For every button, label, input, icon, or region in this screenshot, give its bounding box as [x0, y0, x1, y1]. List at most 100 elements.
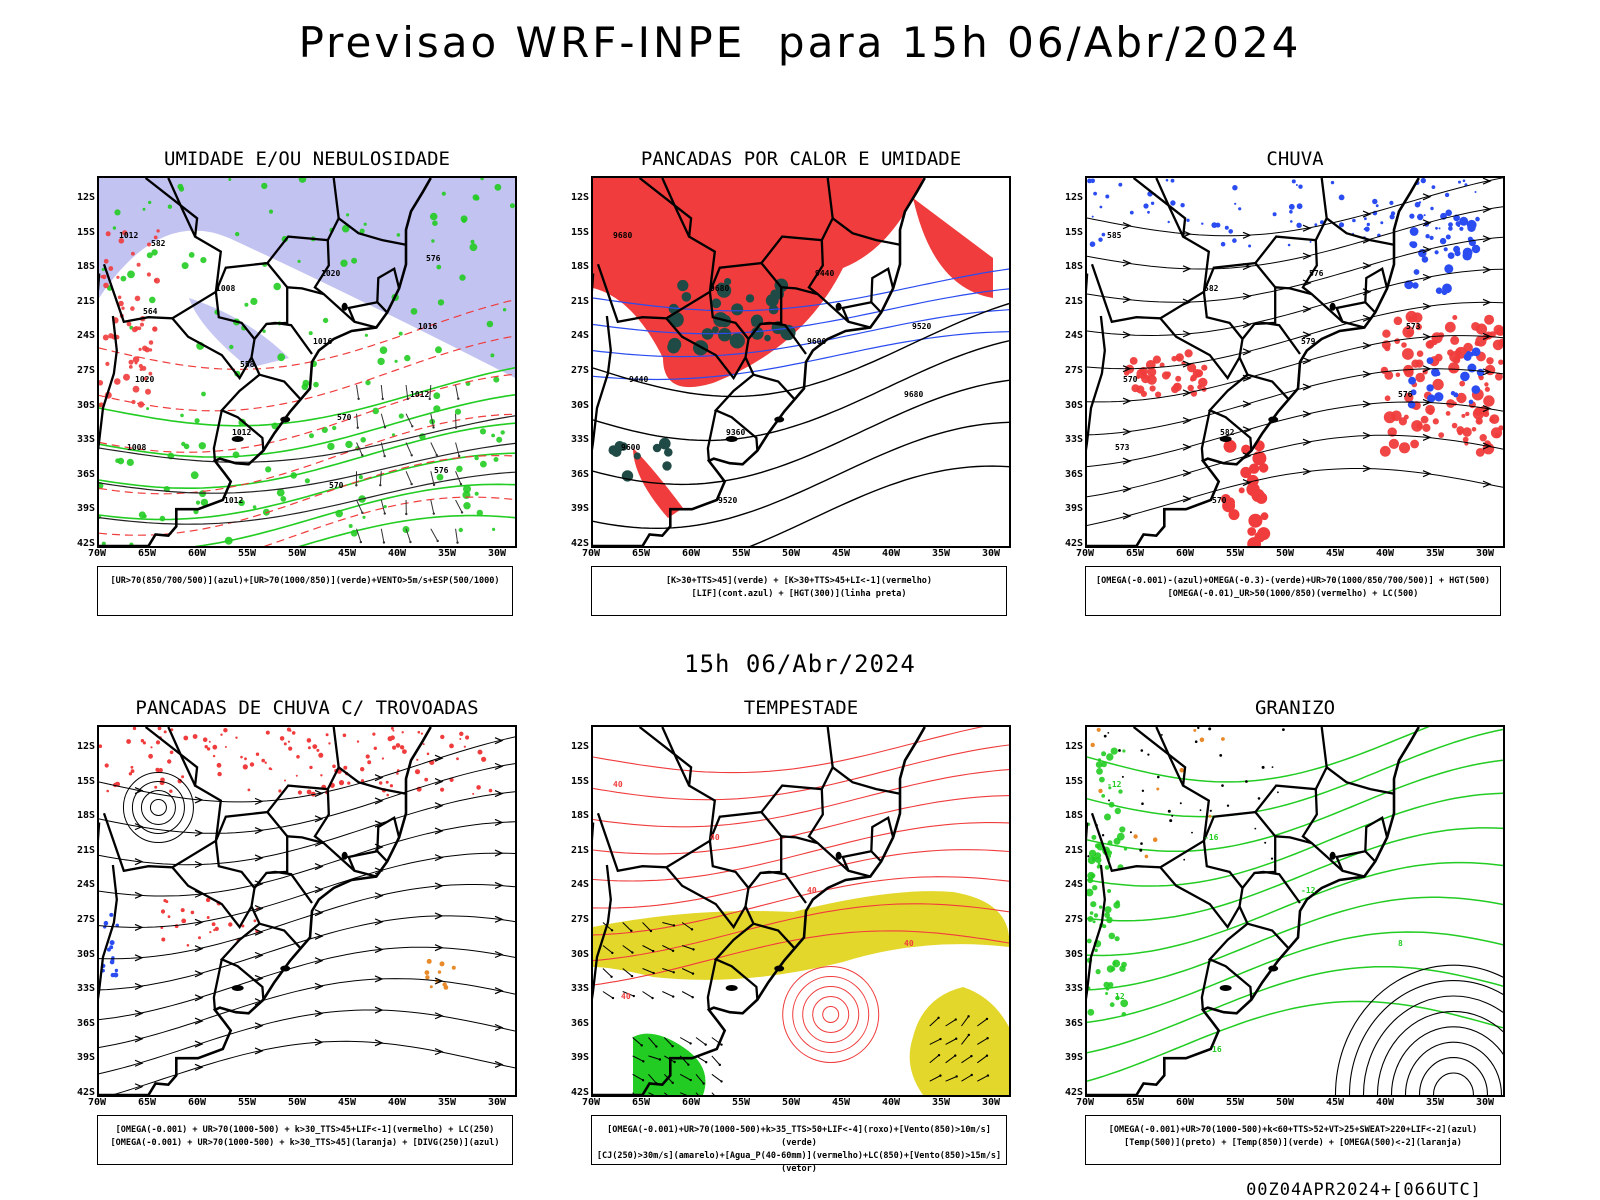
- field-blob: [253, 919, 257, 923]
- field-blob: [115, 458, 120, 464]
- wind-vector: [681, 991, 693, 998]
- country-border: [807, 240, 824, 296]
- wind-vector-head: [692, 948, 695, 951]
- lagoon-mark: [1268, 965, 1279, 972]
- latitude-label: 15S: [76, 775, 95, 787]
- longitude-label: 45W: [337, 548, 357, 559]
- wind-vector: [632, 1037, 643, 1046]
- field-blob: [1099, 205, 1103, 209]
- field-blob: [486, 320, 494, 328]
- streamline-arrow: [1302, 305, 1312, 313]
- field-blob: [123, 373, 130, 381]
- wind-vector: [455, 442, 460, 457]
- latitude-label: 42S: [570, 1087, 589, 1098]
- field-blob: [309, 433, 314, 439]
- streamline-arrow: [314, 1009, 324, 1017]
- longitude-label: 70W: [1075, 548, 1095, 559]
- field-blob: [1228, 509, 1240, 521]
- field-blob: [1423, 214, 1426, 217]
- field-blob: [115, 923, 119, 928]
- contour-label: 9680: [710, 284, 729, 293]
- field-blob: [265, 730, 270, 735]
- country-border: [870, 267, 895, 303]
- field-blob: [1187, 363, 1197, 373]
- field-blob: [358, 475, 363, 480]
- wind-vector-head: [457, 454, 461, 458]
- vortex-contour: [792, 976, 870, 1053]
- latitude-label: 27S: [570, 365, 589, 376]
- wind-vector-head: [632, 994, 636, 998]
- field-blob: [228, 178, 232, 181]
- wind-vector: [455, 528, 459, 543]
- field-blob: [167, 759, 172, 764]
- field-blob: [223, 728, 228, 733]
- longitude-label: 55W: [731, 1097, 751, 1108]
- field-blob: [1095, 857, 1102, 864]
- field-blob: [1108, 932, 1116, 940]
- field-blob: [429, 761, 432, 764]
- field-blob: [1152, 837, 1158, 842]
- field-blob: [1420, 415, 1429, 424]
- field-blob: [128, 359, 134, 365]
- contour-label: 9360: [726, 428, 745, 437]
- streamline-arrow: [1122, 295, 1132, 304]
- wind-vector-head: [658, 1058, 662, 1061]
- field-blob: [1161, 734, 1163, 736]
- field-blob: [312, 744, 318, 749]
- streamline-arrow: [1182, 469, 1192, 477]
- streamline-arrow: [134, 891, 144, 899]
- field-blob: [1461, 413, 1466, 418]
- field-blob: [1098, 237, 1103, 242]
- latitude-label: 15S: [1064, 775, 1083, 787]
- streamline-arrow: [1122, 365, 1132, 373]
- streamline-arrow: [314, 957, 324, 965]
- field-blob: [146, 407, 150, 411]
- field-blob: [1141, 802, 1144, 805]
- field-blob: [1108, 799, 1110, 802]
- field-blob: [379, 346, 388, 354]
- field-blob: [1454, 250, 1461, 257]
- contour-label: 573: [1406, 322, 1421, 331]
- streamline-arrow: [434, 854, 444, 862]
- field-blob: [718, 328, 732, 342]
- streamline-arrow: [1302, 252, 1312, 260]
- field-blob: [1425, 234, 1430, 239]
- wind-vector-head: [436, 539, 439, 543]
- field-blob: [440, 734, 445, 740]
- field-blob: [156, 229, 160, 233]
- latitude-label: 36S: [76, 1017, 95, 1029]
- longitude-label: 65W: [1125, 1097, 1145, 1108]
- wind-vector: [961, 1074, 972, 1082]
- field-blob: [426, 752, 430, 756]
- field-blob: [1462, 179, 1466, 182]
- vortex-contour: [782, 966, 880, 1063]
- field-blob: [1096, 865, 1101, 869]
- streamline-arrow: [1482, 235, 1492, 243]
- wind-vector: [356, 384, 360, 399]
- reservoir-mark: [341, 851, 348, 860]
- wind-vector: [695, 1037, 706, 1046]
- field-blob: [1234, 202, 1237, 205]
- field-blob: [212, 754, 216, 758]
- field-blob: [1471, 244, 1481, 254]
- field-blob: [338, 780, 345, 786]
- streamline-arrow: [374, 797, 384, 805]
- field-blob: [148, 340, 154, 345]
- field-blob: [1498, 338, 1503, 347]
- latitude-label: 15S: [76, 226, 95, 238]
- field-blob: [1238, 207, 1242, 211]
- field-blob: [1098, 788, 1103, 794]
- country-border: [753, 373, 795, 400]
- wind-vector-head: [954, 1018, 957, 1021]
- contour-line: [1087, 335, 1503, 403]
- field-blob: [1475, 448, 1485, 457]
- wind-vector-head: [967, 1015, 970, 1018]
- lake-mark: [725, 436, 738, 443]
- vortex-contour: [822, 1006, 840, 1023]
- latitude-label: 36S: [76, 468, 95, 480]
- field-blob: [1150, 201, 1155, 205]
- field-blob: [417, 730, 421, 734]
- legend-box: [K>30+TTS>45](verde) + [K>30+TTS>45+LI<-…: [591, 566, 1007, 616]
- wind-vector-head: [642, 1060, 645, 1063]
- field-blob: [186, 944, 190, 947]
